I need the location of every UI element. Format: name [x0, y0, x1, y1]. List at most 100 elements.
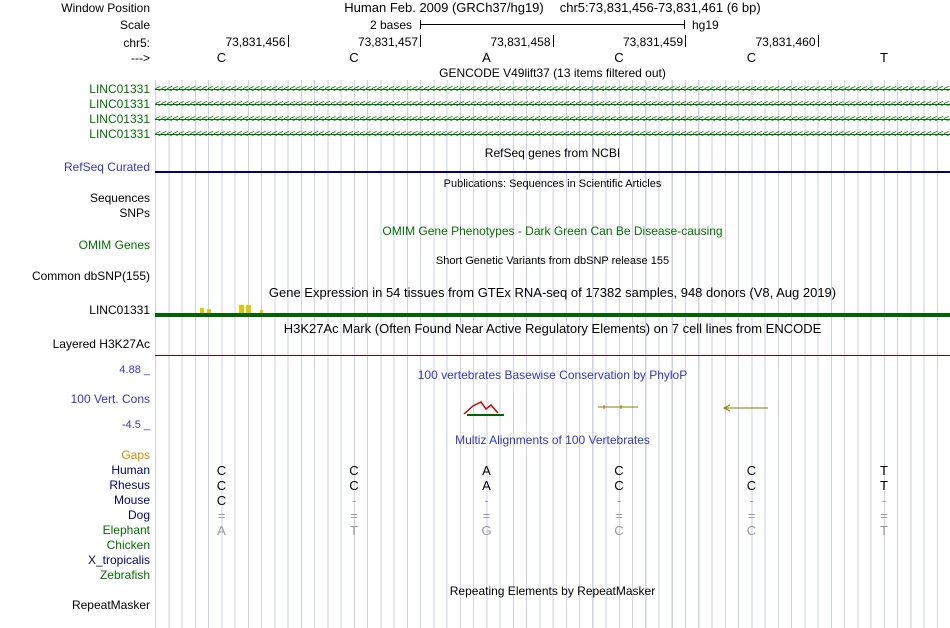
- track-title-gtex[interactable]: Gene Expression in 54 tissues from GTEx …: [268, 285, 837, 300]
- alignment-base: =: [482, 508, 491, 523]
- scale-bar: [420, 20, 685, 29]
- ruler-tick: [552, 35, 554, 47]
- track-label-common-dbsnp[interactable]: Common dbSNP(155): [31, 269, 150, 283]
- alignment-base: -: [616, 493, 622, 508]
- ruler-coordinate: 73,831,459: [622, 35, 683, 49]
- track-label-snps[interactable]: SNPs: [119, 206, 150, 220]
- gtex-expression-bar[interactable]: [260, 310, 263, 313]
- track-label-repeatmasker[interactable]: RepeatMasker: [71, 598, 150, 612]
- gene-intron-arrow-line[interactable]: <<<<<<<<<<<<<<<<<<<<<<<<<<<<<<<<<<<<<<<<…: [155, 97, 950, 112]
- track-title-repeatmasker[interactable]: Repeating Elements by RepeatMasker: [449, 584, 656, 598]
- refseq-gene-bar[interactable]: [155, 171, 950, 173]
- track-title-conservation[interactable]: 100 vertebrates Basewise Conservation by…: [417, 368, 688, 382]
- ruler-base: T: [880, 50, 888, 65]
- alignment-base: A: [482, 478, 491, 493]
- alignment-base: -: [881, 493, 887, 508]
- ruler-coordinate: 73,831,457: [357, 35, 418, 49]
- ruler-coordinate: 73,831,456: [225, 35, 286, 49]
- ruler-base: A: [482, 50, 491, 65]
- base-position-guidelines: [155, 80, 950, 628]
- conservation-wiggle: [463, 401, 768, 416]
- scale-value: 2 bases: [369, 18, 412, 32]
- cons-min-value: -4.5 _: [121, 419, 150, 431]
- gtex-expression-bar[interactable]: [200, 308, 204, 313]
- alignment-base: C: [216, 493, 227, 508]
- track-label-100-vert-cons[interactable]: 100 Vert. Cons: [70, 392, 150, 406]
- alignment-base: C: [614, 523, 624, 538]
- alignment-base: =: [615, 508, 623, 523]
- alignment-base: =: [217, 508, 226, 523]
- alignment-base: C: [349, 463, 359, 478]
- species-label-human[interactable]: Human: [111, 463, 150, 477]
- species-label-gaps[interactable]: Gaps: [121, 448, 150, 462]
- alignment-base: T: [880, 463, 888, 478]
- gtex-expression-bar[interactable]: [239, 305, 244, 313]
- ruler-tick: [685, 35, 686, 47]
- alignment-base: A: [482, 463, 491, 478]
- track-label-h3k27ac[interactable]: Layered H3K27Ac: [52, 337, 150, 351]
- species-label-elephant[interactable]: Elephant: [102, 523, 150, 537]
- species-label-dog[interactable]: Dog: [127, 508, 150, 522]
- chrom-label: chr5:: [123, 36, 150, 50]
- track-title-dbsnp[interactable]: Short Genetic Variants from dbSNP releas…: [435, 255, 670, 267]
- alignment-base: T: [350, 523, 358, 538]
- track-title-refseq[interactable]: RefSeq genes from NCBI: [484, 146, 621, 160]
- alignment-base: G: [481, 523, 492, 538]
- species-label-zebrafish[interactable]: Zebrafish: [99, 568, 150, 582]
- ruler-base: C: [216, 50, 227, 65]
- species-label-x_tropicalis[interactable]: X_tropicalis: [87, 553, 150, 567]
- olive-arrow-mark: [722, 404, 768, 412]
- h3k27ac-baseline: [155, 355, 950, 356]
- scale-bar-line: [420, 24, 685, 25]
- track-label-gtex-gene[interactable]: LINC01331: [89, 303, 150, 317]
- track-title-h3k27ac[interactable]: H3K27Ac Mark (Often Found Near Active Re…: [283, 321, 822, 336]
- cons-max-value: 4.88 _: [119, 364, 150, 376]
- ruler-tick: [420, 35, 421, 47]
- ruler-base: C: [746, 50, 757, 65]
- phylop-peak-red: [463, 401, 499, 415]
- gtex-gene-bar[interactable]: [155, 313, 950, 317]
- olive-mark-1: [598, 405, 638, 409]
- alignment-base: =: [880, 508, 888, 523]
- gene-label-linc01331[interactable]: LINC01331: [89, 82, 150, 96]
- alignment-base: =: [747, 508, 756, 523]
- gene-label-linc01331[interactable]: LINC01331: [89, 112, 150, 126]
- ruler-tick: [817, 35, 819, 47]
- track-title-publications[interactable]: Publications: Sequences in Scientific Ar…: [443, 178, 662, 190]
- gene-label-linc01331[interactable]: LINC01331: [89, 127, 150, 141]
- gene-label-linc01331[interactable]: LINC01331: [89, 97, 150, 111]
- scale-genome: hg19: [692, 18, 719, 32]
- species-label-rhesus[interactable]: Rhesus: [109, 478, 150, 492]
- position-range: chr5:73,831,456-73,831,461 (6 bp): [559, 0, 761, 15]
- alignment-base: C: [746, 523, 757, 538]
- alignment-base: -: [749, 493, 754, 508]
- alignment-base: C: [349, 478, 359, 493]
- scale-label: Scale: [119, 18, 150, 32]
- track-title-omim[interactable]: OMIM Gene Phenotypes - Dark Green Can Be…: [382, 224, 723, 238]
- scale-bar-left-tick: [420, 20, 421, 29]
- gene-intron-arrow-line[interactable]: <<<<<<<<<<<<<<<<<<<<<<<<<<<<<<<<<<<<<<<<…: [155, 127, 950, 142]
- scale-bar-right-tick: [684, 20, 685, 29]
- alignment-base: A: [217, 523, 226, 538]
- gtex-expression-bar[interactable]: [246, 305, 251, 313]
- track-title-gencode[interactable]: GENCODE V49lift37 (13 items filtered out…: [439, 66, 666, 80]
- ruler-coordinate: 73,831,458: [490, 35, 551, 49]
- track-label-refseq-curated[interactable]: RefSeq Curated: [63, 160, 150, 174]
- assembly-name: Human Feb. 2009 (GRCh37/hg19): [344, 0, 544, 15]
- track-label-omim-genes[interactable]: OMIM Genes: [78, 238, 150, 252]
- gtex-expression-bar[interactable]: [207, 309, 211, 313]
- gene-intron-arrow-line[interactable]: <<<<<<<<<<<<<<<<<<<<<<<<<<<<<<<<<<<<<<<<…: [155, 112, 950, 127]
- alignment-base: T: [880, 478, 888, 493]
- gene-intron-arrow-line[interactable]: <<<<<<<<<<<<<<<<<<<<<<<<<<<<<<<<<<<<<<<<…: [155, 82, 950, 97]
- alignment-base: T: [880, 523, 888, 538]
- window-position-label: Window Position: [61, 1, 150, 15]
- species-label-chicken[interactable]: Chicken: [106, 538, 150, 552]
- alignment-base: C: [216, 478, 227, 493]
- ruler-base: C: [349, 50, 359, 65]
- ruler-tick: [287, 35, 289, 47]
- alignment-base: -: [484, 493, 489, 508]
- alignment-base: C: [216, 463, 227, 478]
- species-label-mouse[interactable]: Mouse: [113, 493, 150, 507]
- track-label-sequences[interactable]: Sequences: [89, 191, 150, 205]
- track-title-multiz[interactable]: Multiz Alignments of 100 Vertebrates: [455, 433, 650, 447]
